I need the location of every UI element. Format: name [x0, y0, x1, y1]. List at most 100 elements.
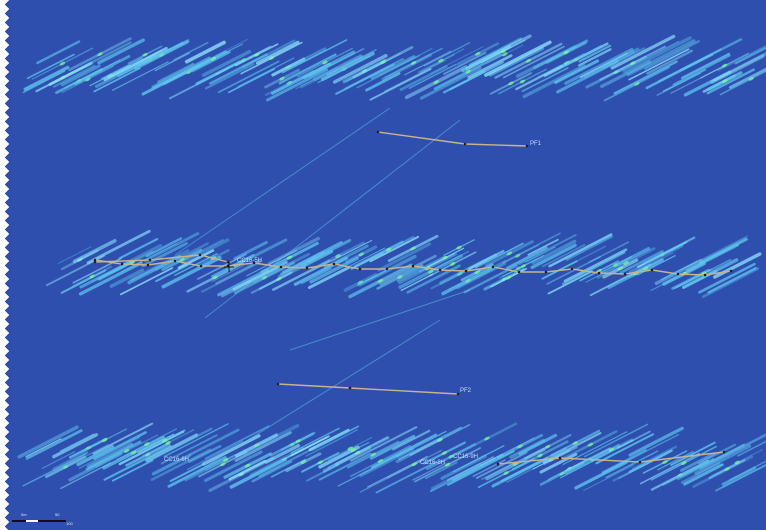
survey-point: [650, 268, 654, 272]
fracture-stage-top: [281, 39, 348, 74]
fracture-stage-top: [613, 60, 678, 95]
event-hotspot: [223, 458, 229, 462]
fracture-stage-middle: [267, 236, 320, 266]
fracture-stage-top: [313, 54, 362, 82]
fracture-stage-middle: [300, 249, 334, 269]
fracture-stage-top: [369, 68, 432, 101]
event-hotspot: [629, 61, 636, 66]
fracture-stage-middle: [330, 239, 373, 262]
event-hotspot: [608, 447, 615, 452]
event-hotspot: [465, 69, 471, 74]
fracture-stage-top: [626, 39, 696, 77]
fracture-stage-top: [217, 60, 280, 94]
fracture-stage-top: [522, 64, 586, 99]
well-label-cc16-5h[interactable]: CC16-5H: [237, 258, 262, 264]
fracture-stage-middle: [524, 246, 556, 263]
event-hotspot: [559, 471, 565, 476]
fracture-stage-bottom: [680, 452, 716, 472]
survey-point: [438, 268, 442, 272]
event-hotspot: [433, 80, 440, 85]
survey-point: [597, 271, 601, 275]
event-hotspot: [503, 471, 509, 476]
event-hotspot: [253, 443, 260, 448]
survey-point: [463, 142, 467, 146]
fracture-stage-top: [713, 51, 766, 82]
fracture-stage-top: [299, 54, 363, 89]
event-hotspot: [410, 60, 417, 65]
event-hotspot: [449, 262, 456, 266]
well-label-pf1[interactable]: PF1: [530, 141, 542, 147]
survey-point: [525, 144, 529, 148]
cursor-crosshair-icon: [224, 262, 234, 272]
survey-point: [348, 386, 352, 390]
fracture-stage-bottom: [518, 433, 558, 456]
fracture-stage-middle: [90, 250, 153, 283]
fracture-stage-bottom: [270, 458, 306, 478]
fracture-stage-bottom: [334, 436, 390, 466]
event-hotspot: [268, 56, 275, 61]
diagonal-trace: [174, 107, 391, 256]
event-hotspot: [502, 52, 508, 57]
fracture-stage-middle: [628, 243, 684, 274]
fracture-stage-bottom: [241, 424, 300, 456]
fracture-stage-bottom: [680, 462, 721, 484]
fracture-stage-top: [332, 54, 388, 84]
fracture-stage-top: [728, 67, 766, 89]
survey-point: [198, 253, 202, 257]
diagonal-trace: [199, 319, 441, 471]
fracture-stage-middle: [309, 256, 359, 284]
fracture-stage-bottom: [396, 430, 447, 458]
fracture-stage-bottom: [318, 452, 372, 481]
fracture-stage-top: [278, 53, 337, 85]
well-label-cc16-8h[interactable]: CC16-8H: [420, 460, 445, 466]
fracture-stage-middle: [660, 260, 699, 281]
fracture-stage-top: [370, 55, 416, 80]
fracture-stage-bottom: [290, 427, 340, 454]
event-hotspot: [97, 52, 103, 57]
event-hotspot: [721, 79, 728, 84]
event-hotspot: [142, 52, 148, 57]
fracture-stage-top: [468, 37, 522, 67]
event-hotspot: [62, 464, 69, 469]
fracture-stage-bottom: [583, 464, 635, 492]
event-hotspot: [721, 63, 728, 68]
fracture-stage-top: [308, 47, 365, 78]
fracture-stage-bottom: [188, 444, 222, 464]
survey-point: [464, 269, 468, 273]
well-label-pf2[interactable]: PF2: [460, 388, 472, 394]
well-label-cc16-9h[interactable]: CC16-9H: [453, 454, 478, 460]
event-hotspot: [358, 252, 364, 257]
fracture-stage-bottom: [59, 443, 109, 471]
fracture-stage-middle: [181, 238, 230, 265]
fracture-stage-middle: [72, 239, 117, 264]
fracture-stage-bottom: [160, 434, 218, 465]
fracture-stage-bottom: [369, 434, 416, 460]
fracture-stage-middle: [707, 267, 757, 294]
event-hotspot: [437, 438, 443, 442]
fracture-stage-middle: [258, 271, 293, 290]
well-label-cc16-6h[interactable]: CC16-6H: [164, 457, 189, 463]
survey-point: [623, 272, 627, 276]
fracture-stage-middle: [588, 241, 630, 263]
event-hotspot: [681, 461, 687, 466]
fracture-stage-middle: [307, 265, 351, 290]
fracture-stage-bottom: [41, 451, 76, 469]
event-hotspot: [285, 65, 292, 69]
event-hotspot: [123, 448, 130, 453]
fracture-stage-middle: [369, 235, 420, 263]
fracture-stage-bottom: [475, 451, 528, 479]
fracture-stage-middle: [563, 248, 628, 283]
fracture-stage-middle: [518, 234, 577, 266]
survey-point: [276, 382, 280, 386]
fracture-stage-top: [579, 52, 628, 79]
fracture-stage-middle: [118, 238, 159, 260]
fracture-stage-middle: [57, 246, 92, 265]
fracture-stage-bottom: [52, 433, 99, 459]
event-hotspot: [623, 261, 629, 265]
fracture-stage-top: [443, 51, 487, 75]
well-path-cc16-9h: [497, 451, 725, 465]
scale-bar-segment: [38, 520, 66, 522]
survey-point: [332, 262, 336, 266]
survey-point: [570, 267, 574, 271]
fracture-stage-top: [408, 63, 457, 90]
